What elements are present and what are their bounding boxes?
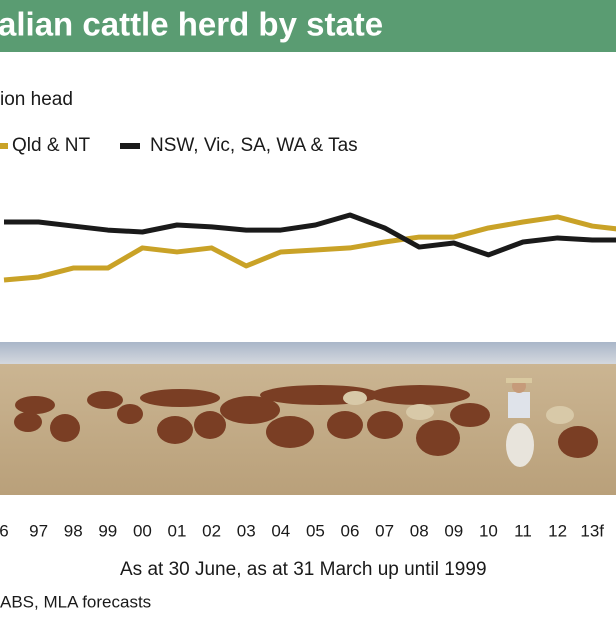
x-tick-label: 99 (98, 521, 117, 540)
x-tick-label: 01 (168, 521, 187, 540)
title-band (0, 0, 616, 52)
x-tick-label: 08 (410, 521, 429, 540)
legend-label: Qld & NT (12, 135, 91, 156)
x-tick-label: 6 (0, 521, 9, 540)
x-tick-label: 04 (271, 521, 290, 540)
y-axis-label: ion head (0, 89, 73, 110)
x-tick-label: 13f (580, 521, 604, 540)
x-tick-label: 97 (29, 521, 48, 540)
x-tick-label: 06 (341, 521, 360, 540)
x-tick-label: 03 (237, 521, 256, 540)
legend-label: NSW, Vic, SA, WA & Tas (150, 135, 358, 156)
source: ABS, MLA forecasts (0, 592, 151, 611)
x-tick-label: 05 (306, 521, 325, 540)
x-tick-label: 10 (479, 521, 498, 540)
chart-title: alian cattle herd by state (0, 6, 383, 43)
x-tick-label: 12 (548, 521, 567, 540)
x-axis-label: As at 30 June, as at 31 March up until 1… (120, 559, 487, 580)
series-line (4, 212, 616, 258)
photo (0, 342, 616, 495)
x-tick-label: 07 (375, 521, 394, 540)
x-tick-label: 98 (64, 521, 83, 540)
x-tick-label: 02 (202, 521, 221, 540)
x-tick-label: 00 (133, 521, 152, 540)
x-tick-label: 09 (444, 521, 463, 540)
series-line (3, 214, 616, 283)
x-tick-label: 11 (514, 521, 532, 540)
